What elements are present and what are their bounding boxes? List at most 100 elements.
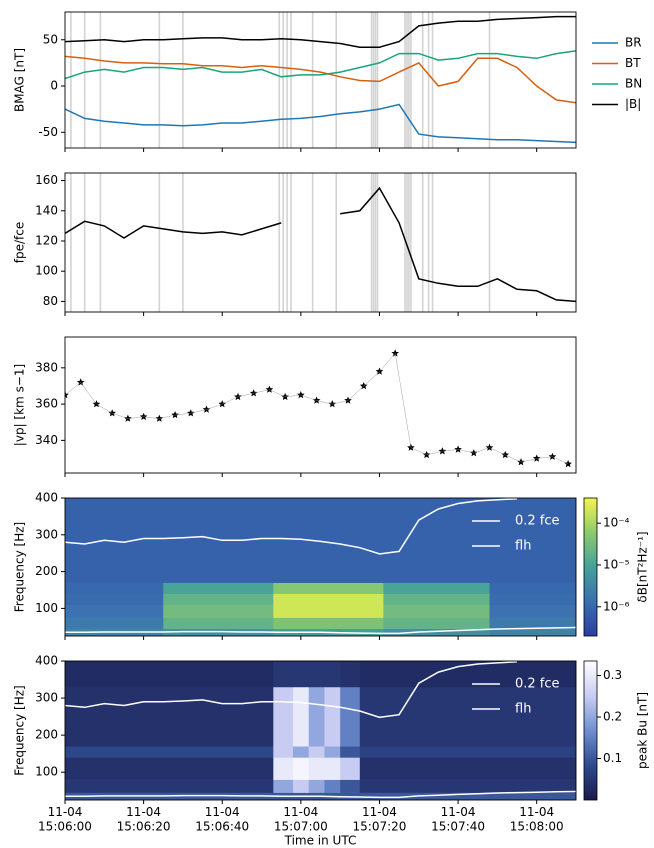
colorbar-tick-label: 0.1: [603, 751, 622, 765]
star-point: [328, 400, 337, 408]
heatmap-cell: [292, 686, 310, 747]
heatmap-cell: [340, 686, 361, 747]
x-tick-label: 11-04 15:06:40: [195, 805, 249, 833]
series-line: [65, 220, 282, 239]
colorbar-tick-label: 10⁻⁶: [603, 599, 630, 613]
heatmap-cell: [273, 604, 384, 618]
heatmap-cell: [273, 686, 294, 747]
star-point: [485, 443, 494, 451]
heatmap-cell: [340, 661, 361, 688]
star-point: [234, 392, 242, 401]
y-tick-label: 100: [35, 601, 58, 615]
star-point: [564, 459, 572, 468]
heatmap-cell: [308, 779, 325, 793]
star-point: [312, 396, 321, 404]
star-point: [171, 411, 179, 419]
star-point: [438, 447, 447, 455]
star-point: [391, 349, 399, 357]
series-line: [65, 661, 518, 719]
star-point: [517, 458, 525, 466]
heatmap-cell: [65, 746, 274, 758]
heatmap-cell: [163, 604, 274, 618]
star-point: [359, 382, 368, 390]
plot-area: [65, 349, 572, 468]
legend-label: 0.2 fce: [515, 677, 560, 692]
heatmap-cell: [308, 686, 325, 747]
heatmap-cell: [292, 746, 310, 758]
heatmap-cell: [489, 604, 576, 618]
heatmap-cell: [359, 779, 576, 793]
y-tick-label: 340: [35, 433, 58, 447]
colorbar: [583, 497, 598, 637]
legend-label: BN: [625, 77, 642, 91]
heatmap-cell: [65, 779, 274, 793]
legend-label: |B|: [625, 97, 641, 111]
star-point: [344, 396, 352, 404]
y-tick-label: 50: [43, 32, 58, 46]
y-axis-label: Frequency [Hz]: [13, 685, 27, 776]
colorbar: [583, 660, 598, 801]
star-point: [454, 445, 462, 453]
star-point: [375, 367, 384, 375]
heatmap-cell: [489, 628, 576, 636]
colorbar-label: δB[nT²Hz⁻¹]: [636, 531, 650, 602]
star-point: [139, 412, 148, 420]
star-point: [265, 385, 274, 393]
series-line: [65, 790, 576, 799]
star-point: [202, 405, 211, 413]
heatmap-cell: [383, 593, 490, 606]
star-point: [281, 392, 289, 401]
series-line: [65, 626, 576, 635]
colorbar-tick-label: 10⁻⁴: [603, 516, 630, 530]
heatmap-cell: [65, 604, 164, 618]
series-line: [65, 498, 518, 555]
colorbar-tick-label: 0.2: [603, 710, 622, 724]
y-tick-label: 160: [35, 173, 58, 187]
heatmap-cell: [324, 661, 341, 688]
y-tick-label: 380: [35, 360, 58, 374]
y-tick-label: 100: [35, 264, 58, 278]
heatmap-cell: [163, 593, 274, 606]
heatmap-cell: [273, 617, 384, 629]
x-tick-label: 11-04 15:08:00: [510, 805, 564, 833]
star-point: [155, 414, 164, 422]
heatmap-cell: [65, 757, 274, 780]
series-line: [340, 186, 576, 303]
series-line: [65, 55, 576, 104]
y-tick-label: 80: [43, 294, 58, 308]
heatmap-cell: [324, 779, 341, 793]
connector: [65, 352, 569, 465]
legend-label: flh: [515, 702, 531, 717]
axes-frame: [64, 11, 577, 149]
colorbar-tick-label: 10⁻⁵: [603, 557, 630, 571]
y-axis-label: fpe/fce: [13, 222, 27, 263]
axes-frame: [64, 497, 577, 637]
heatmap-cell: [383, 604, 490, 618]
star-point: [65, 391, 69, 399]
heatmap-cell: [308, 661, 325, 688]
heatmap-cell: [489, 593, 576, 606]
star-point: [76, 378, 85, 386]
x-tick-label: 11-04 15:07:20: [353, 805, 407, 833]
heatmap-cell: [383, 617, 490, 629]
heatmap-cell: [359, 746, 576, 758]
heatmap-cell: [163, 617, 274, 629]
heatmap-cell: [359, 757, 576, 780]
plot-area: [65, 661, 576, 800]
star-point: [92, 400, 101, 408]
star-point: [548, 452, 557, 460]
heatmap-cell: [324, 746, 341, 758]
series-line: [65, 103, 576, 144]
legend-label: 0.2 fce: [515, 514, 560, 529]
axes-frame: [64, 172, 577, 313]
axes-frame: [64, 336, 577, 474]
plot-area: [65, 12, 576, 148]
heatmap-cell: [273, 593, 384, 606]
star-point: [108, 409, 116, 417]
plot-area: [65, 498, 576, 636]
heatmap-cell: [383, 498, 490, 583]
series-line: [65, 50, 576, 80]
heatmap-cell: [324, 757, 341, 780]
star-point: [532, 454, 541, 462]
